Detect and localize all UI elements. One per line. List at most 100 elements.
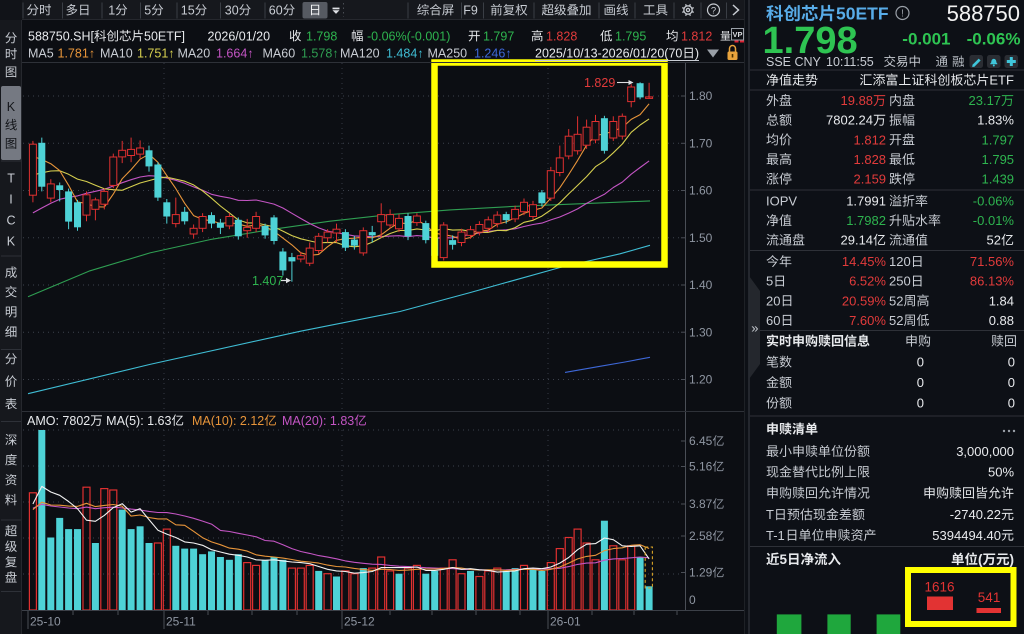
svg-text:1: 1 <box>108 3 115 17</box>
svg-text:60: 60 <box>269 3 283 17</box>
svg-text:25-12: 25-12 <box>344 615 375 629</box>
svg-text:6.52%: 6.52% <box>849 274 886 289</box>
svg-text:588750: 588750 <box>947 1 1020 26</box>
svg-text:14.45%: 14.45% <box>842 254 887 269</box>
svg-text:52: 52 <box>889 313 903 328</box>
svg-text:T: T <box>7 171 15 185</box>
svg-text:1.578↑: 1.578↑ <box>301 46 339 60</box>
svg-text:0: 0 <box>689 593 696 607</box>
svg-text:52: 52 <box>987 233 1001 248</box>
svg-text:1.50: 1.50 <box>689 231 713 245</box>
svg-text:SSE: SSE <box>766 55 791 69</box>
svg-text:-0.01%: -0.01% <box>973 213 1015 228</box>
svg-text:AMO: 7802: AMO: 7802 <box>27 414 90 428</box>
svg-text:): ) <box>695 46 699 60</box>
svg-text:MA(20): 1.83: MA(20): 1.83 <box>282 414 354 428</box>
svg-text:1.828: 1.828 <box>546 29 577 43</box>
svg-text:1.407: 1.407 <box>252 274 283 288</box>
svg-text:1.795: 1.795 <box>615 29 646 43</box>
svg-text:1.797: 1.797 <box>483 29 514 43</box>
svg-text:1.781↑: 1.781↑ <box>58 46 96 60</box>
svg-text:1.751↑: 1.751↑ <box>137 46 175 60</box>
svg-text:1.812: 1.812 <box>681 29 712 43</box>
svg-text:1.7991: 1.7991 <box>846 194 886 209</box>
svg-text:1.246↑: 1.246↑ <box>474 46 512 60</box>
svg-text:MA20: MA20 <box>178 46 211 60</box>
svg-text:3,000,000: 3,000,000 <box>956 444 1014 459</box>
svg-text:1.40: 1.40 <box>689 278 713 292</box>
svg-text:MA(5): 1.63: MA(5): 1.63 <box>103 414 172 428</box>
svg-text:30: 30 <box>225 3 239 17</box>
svg-text:K: K <box>7 234 16 248</box>
svg-text:IOPV: IOPV <box>766 194 797 209</box>
svg-text:50ETF]: 50ETF] <box>144 29 185 43</box>
svg-text:2025/10/13-2026/01/20(70: 2025/10/13-2026/01/20(70 <box>535 46 682 60</box>
svg-text:50ETF: 50ETF <box>836 4 889 24</box>
svg-text:MA60: MA60 <box>263 46 296 60</box>
svg-text:0: 0 <box>1008 375 1015 390</box>
svg-text:20.59%: 20.59% <box>842 293 887 308</box>
svg-text:5: 5 <box>780 552 788 567</box>
svg-text:2.159: 2.159 <box>854 172 887 187</box>
svg-text:-0.001: -0.001 <box>902 30 950 49</box>
svg-text:): ) <box>1010 552 1015 567</box>
svg-text:0: 0 <box>917 375 924 390</box>
svg-text:7802.24: 7802.24 <box>826 113 873 128</box>
svg-text:1.70: 1.70 <box>689 137 713 151</box>
svg-text:C: C <box>7 213 16 227</box>
svg-text:1616: 1616 <box>925 579 955 594</box>
svg-text:1.29: 1.29 <box>689 566 713 580</box>
svg-text:23.17: 23.17 <box>969 93 1002 108</box>
svg-text:1.795: 1.795 <box>982 152 1015 167</box>
svg-text:71.56%: 71.56% <box>970 254 1015 269</box>
svg-text:588750.SH[: 588750.SH[ <box>28 29 95 43</box>
svg-text:1.83%: 1.83% <box>977 113 1014 128</box>
svg-text:26-01: 26-01 <box>550 615 581 629</box>
svg-text:20: 20 <box>766 293 780 308</box>
svg-text:5: 5 <box>144 3 151 17</box>
svg-text:25-10: 25-10 <box>30 615 61 629</box>
svg-text:0: 0 <box>1008 355 1015 370</box>
svg-text:MA5: MA5 <box>28 46 54 60</box>
svg-text:1.20: 1.20 <box>689 373 713 387</box>
svg-text:F9: F9 <box>463 3 478 17</box>
svg-text:1.84: 1.84 <box>989 293 1014 308</box>
svg-text:25-11: 25-11 <box>166 615 196 629</box>
svg-text:-0.06%: -0.06% <box>967 30 1021 49</box>
svg-text:K: K <box>7 100 16 114</box>
svg-text:1.60: 1.60 <box>689 184 713 198</box>
svg-text:(: ( <box>978 552 983 567</box>
svg-text:0.88: 0.88 <box>989 313 1014 328</box>
svg-text:I: I <box>9 192 12 206</box>
svg-text:3.87: 3.87 <box>689 497 713 511</box>
svg-text:-0.06%(-0.001): -0.06%(-0.001) <box>367 29 450 43</box>
svg-text:0: 0 <box>917 355 924 370</box>
svg-text:50%: 50% <box>988 465 1014 480</box>
svg-text:MA10: MA10 <box>100 46 133 60</box>
svg-text:541: 541 <box>978 590 1001 605</box>
svg-text:?: ? <box>711 5 716 16</box>
svg-text:CNY: CNY <box>795 55 822 69</box>
svg-text:1.798: 1.798 <box>763 20 858 62</box>
svg-text:1.30: 1.30 <box>689 326 713 340</box>
svg-text:250: 250 <box>889 274 911 289</box>
svg-text:»: » <box>751 321 758 336</box>
svg-text:1.812: 1.812 <box>854 132 887 147</box>
svg-text:VP: VP <box>733 30 743 39</box>
svg-text:5394494.40: 5394494.40 <box>932 528 1001 543</box>
svg-text:19.88: 19.88 <box>841 93 874 108</box>
svg-text:52: 52 <box>889 293 903 308</box>
svg-text:2026/01/20: 2026/01/20 <box>208 29 271 43</box>
svg-text:-2740.22: -2740.22 <box>950 507 1001 522</box>
svg-text:0: 0 <box>917 396 924 411</box>
svg-text:MA250: MA250 <box>428 46 468 60</box>
svg-text:T: T <box>766 507 774 522</box>
svg-text:1.7982: 1.7982 <box>846 213 886 228</box>
svg-text:1.664↑: 1.664↑ <box>216 46 254 60</box>
svg-text:T-1: T-1 <box>766 528 785 543</box>
svg-text:1.484↑: 1.484↑ <box>386 46 424 60</box>
svg-text:60: 60 <box>766 313 780 328</box>
svg-text:86.13%: 86.13% <box>970 274 1015 289</box>
svg-text:6.45: 6.45 <box>689 434 713 448</box>
svg-text:1.439: 1.439 <box>982 172 1015 187</box>
